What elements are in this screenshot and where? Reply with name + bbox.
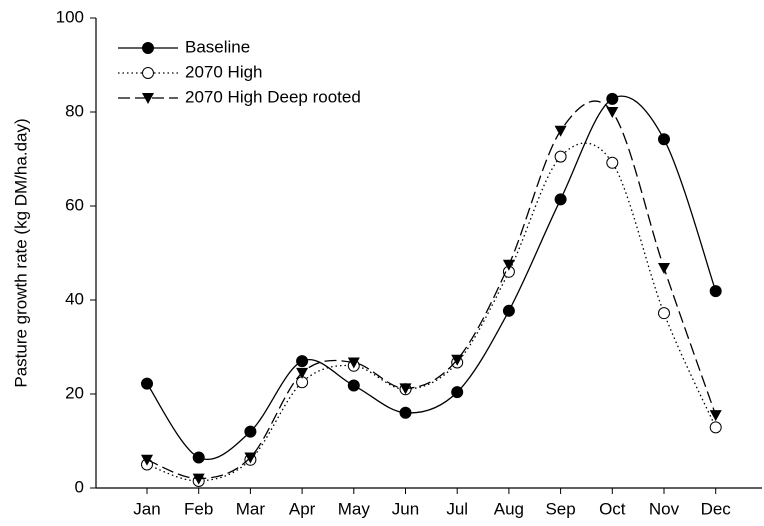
y-tick-label: 60: [65, 195, 84, 214]
x-tick-label: Dec: [701, 499, 732, 518]
y-axis-label: Pasture growth rate (kg DM/ha.day): [11, 118, 30, 387]
marker: [347, 379, 360, 392]
y-tick-label: 0: [75, 477, 84, 496]
marker: [606, 156, 619, 169]
x-tick-label: May: [338, 499, 371, 518]
x-tick-label: Jan: [133, 499, 160, 518]
x-tick-label: Aug: [494, 499, 524, 518]
marker: [399, 406, 412, 419]
marker: [192, 473, 205, 485]
marker: [709, 421, 722, 434]
marker: [502, 304, 515, 317]
marker: [554, 150, 567, 163]
marker: [658, 307, 670, 320]
x-tick-label: Feb: [184, 499, 213, 518]
marker: [709, 410, 722, 422]
x-tick-label: Nov: [649, 499, 680, 518]
marker: [606, 92, 619, 105]
x-tick-label: Jun: [392, 499, 419, 518]
x-tick-label: Sep: [545, 499, 575, 518]
marker: [502, 259, 515, 271]
marker: [554, 193, 567, 206]
marker: [296, 367, 309, 379]
series-line: [146, 142, 717, 482]
marker: [141, 454, 153, 466]
marker: [399, 383, 412, 395]
marker: [244, 425, 257, 438]
x-tick-label: Mar: [236, 499, 266, 518]
y-tick-label: 100: [56, 7, 84, 26]
marker: [658, 263, 670, 275]
marker: [296, 355, 309, 368]
marker: [554, 125, 567, 137]
x-tick-label: Apr: [289, 499, 316, 518]
legend-label: 2070 High Deep rooted: [185, 87, 361, 106]
marker: [192, 451, 205, 464]
legend-marker: [142, 67, 154, 79]
legend-marker: [142, 42, 154, 54]
y-tick-label: 80: [65, 101, 84, 120]
legend-label: 2070 High: [185, 62, 263, 81]
x-tick-label: Jul: [446, 499, 468, 518]
marker: [709, 285, 722, 298]
marker: [451, 386, 464, 399]
legend-marker: [142, 93, 154, 104]
marker: [606, 107, 619, 118]
series-line: [146, 100, 717, 480]
y-tick-label: 20: [65, 383, 84, 402]
series-line: [146, 95, 717, 460]
marker: [451, 354, 464, 366]
legend-label: Baseline: [185, 37, 250, 56]
marker: [658, 133, 670, 146]
y-tick-label: 40: [65, 289, 84, 308]
marker: [347, 357, 360, 369]
x-tick-label: Oct: [599, 499, 626, 518]
marker: [141, 377, 153, 390]
marker: [244, 452, 257, 464]
